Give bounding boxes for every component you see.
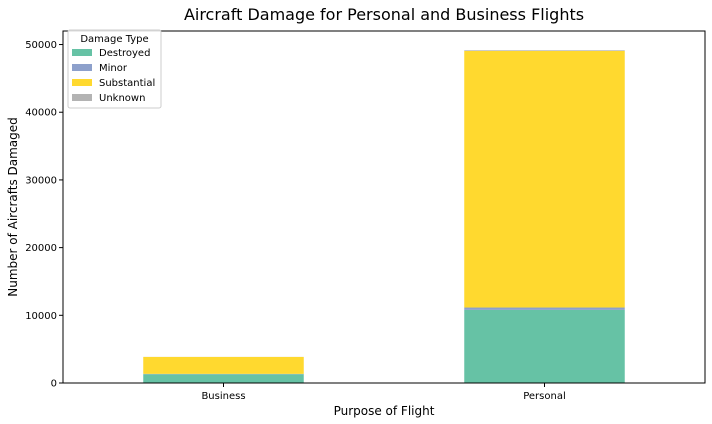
x-tick-label: Business [201, 391, 245, 402]
x-tick-label: Personal [523, 391, 566, 402]
bar-business-destroyed [143, 374, 304, 383]
legend: Damage Type Destroyed Minor Substantial Unkn… [67, 29, 162, 109]
legend-label-minor: Minor [99, 63, 128, 74]
bar-personal-minor [464, 307, 625, 310]
bar-personal-substantial [464, 50, 625, 308]
legend-label-substantial: Substantial [99, 78, 155, 89]
plot-frame [62, 30, 706, 384]
legend-label-unknown: Unknown [99, 93, 145, 104]
legend-label-destroyed: Destroyed [99, 48, 150, 59]
y-tick-label: 40000 [25, 108, 57, 119]
y-tick-label: 30000 [25, 175, 57, 186]
x-axis-title: Purpose of Flight [334, 404, 435, 418]
y-axis-title: Number of Aircrafts Damaged [6, 117, 20, 297]
chart-title: Aircraft Damage for Personal and Busines… [184, 5, 584, 24]
legend-title: Damage Type [80, 34, 148, 45]
y-tick-label: 20000 [25, 243, 57, 254]
y-tick-label: 50000 [25, 40, 57, 51]
legend-swatch-substantial [72, 79, 92, 86]
bar-personal-unknown [464, 50, 625, 51]
legend-swatch-unknown [72, 94, 92, 101]
bar-personal-destroyed [464, 309, 625, 383]
bar-business-substantial [143, 356, 304, 374]
y-tick-label: 0 [51, 379, 57, 390]
y-tick-label: 10000 [25, 311, 57, 322]
legend-swatch-destroyed [72, 49, 92, 56]
legend-swatch-minor [72, 64, 92, 71]
